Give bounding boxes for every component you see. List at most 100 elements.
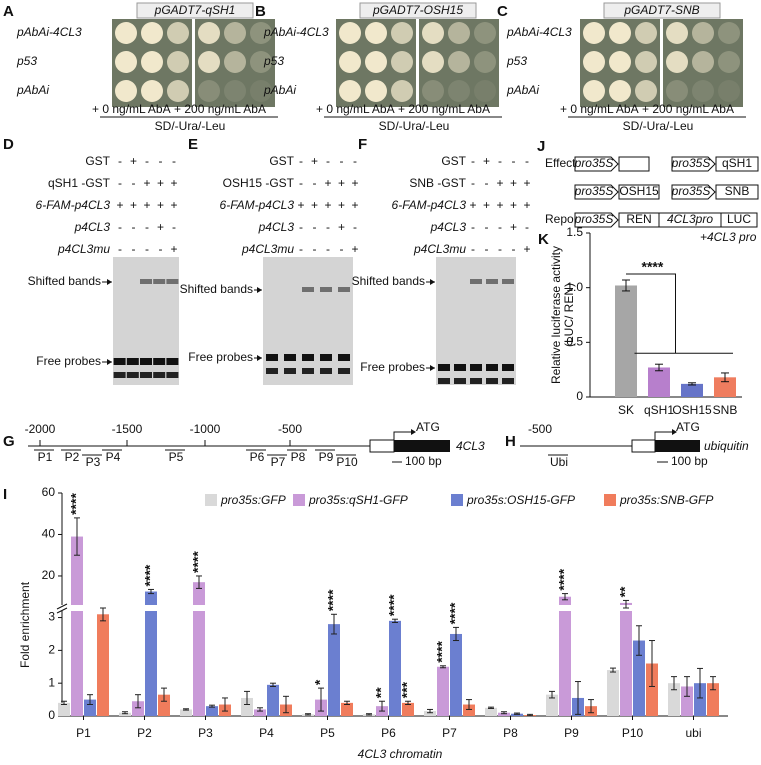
row-label: p4CL3 <box>430 220 467 234</box>
free-band <box>166 358 179 365</box>
significance: * <box>312 679 328 685</box>
sign: + <box>130 154 137 168</box>
sign: - <box>340 154 344 168</box>
x-tick-label: P4 <box>259 726 274 740</box>
colony <box>141 80 163 102</box>
sign: + <box>311 198 318 212</box>
sign: - <box>471 242 475 256</box>
significance: **** <box>68 493 84 515</box>
sign: - <box>159 242 163 256</box>
row-label: qSH1 -GST <box>48 176 111 190</box>
sign: - <box>326 154 330 168</box>
colony <box>115 22 137 44</box>
row-label: 6-FAM-p4CL3 <box>220 198 295 212</box>
arrow-head <box>257 355 262 361</box>
sign: + <box>351 198 358 212</box>
colony <box>609 80 631 102</box>
sign: - <box>118 220 122 234</box>
scale: 100 bp <box>671 454 708 468</box>
sign: + <box>130 198 137 212</box>
shifted-label: Shifted bands <box>28 274 101 288</box>
x-tick-label: P3 <box>198 726 213 740</box>
gene: ubiquitin <box>704 439 749 453</box>
sign: + <box>496 198 503 212</box>
colony <box>718 22 740 44</box>
colony <box>474 51 496 73</box>
colony <box>666 51 688 73</box>
sign: + <box>157 220 164 234</box>
colony <box>141 51 163 73</box>
fragment-label: P8 <box>291 450 306 464</box>
bar <box>119 712 131 716</box>
sign: + <box>157 176 164 190</box>
colony <box>635 22 657 44</box>
position: -2000 <box>25 422 56 436</box>
colony <box>448 51 470 73</box>
gene: OSH15 <box>619 184 659 198</box>
fragment-label: P2 <box>65 450 80 464</box>
sign: - <box>172 154 176 168</box>
legend-label: pro35s:qSH1-GFP <box>308 493 408 507</box>
x-tick-label: P6 <box>381 726 396 740</box>
x-tick-label: ubi <box>685 726 701 740</box>
promoter: pro35S <box>574 184 614 198</box>
arrow-head <box>430 365 435 371</box>
sign: + <box>523 198 530 212</box>
bar <box>485 707 497 716</box>
sign: + <box>143 176 150 190</box>
sign: - <box>132 220 136 234</box>
colony <box>167 51 189 73</box>
sign: + <box>510 176 517 190</box>
legend-label: pro35s:OSH15-GFP <box>466 493 575 507</box>
free-band <box>338 354 350 361</box>
bar <box>424 711 436 716</box>
condition: + 0 ng/mL AbA <box>560 102 639 116</box>
colony <box>391 51 413 73</box>
colony <box>583 22 605 44</box>
bar <box>615 285 637 397</box>
sign: + <box>297 198 304 212</box>
colony <box>198 80 220 102</box>
row-label: p53 <box>16 54 37 68</box>
row-label: p4CL3mu <box>241 242 294 256</box>
gene: qSH1 <box>722 156 752 170</box>
colony <box>422 22 444 44</box>
bar <box>646 663 658 716</box>
free-band <box>113 358 126 365</box>
panel-label: D <box>3 136 14 153</box>
legend-swatch <box>293 494 305 506</box>
sign: - <box>132 242 136 256</box>
significance: ** <box>373 687 389 698</box>
axis-break <box>56 603 68 614</box>
shifted-label: Shifted bands <box>180 282 253 296</box>
panel-label: C <box>497 3 508 20</box>
shifted-band <box>153 279 166 284</box>
gene-box <box>715 184 759 200</box>
condition: + 200 ng/mL AbA <box>174 102 266 116</box>
y-tick-label: 1.0 <box>566 280 583 294</box>
legend-swatch <box>205 494 217 506</box>
colony <box>718 80 740 102</box>
sign: + <box>157 198 164 212</box>
colony <box>718 51 740 73</box>
row-label: GST <box>441 154 466 168</box>
bar <box>633 640 645 716</box>
colony <box>692 80 714 102</box>
fragment-label: P1 <box>38 450 53 464</box>
sign: - <box>299 242 303 256</box>
gel <box>263 257 353 385</box>
bar <box>402 702 414 716</box>
sign: - <box>145 154 149 168</box>
colony <box>339 22 361 44</box>
row-label: p53 <box>506 54 527 68</box>
panel-label: A <box>3 3 14 20</box>
free-band <box>113 372 126 378</box>
condition: + 0 ng/mL AbA <box>92 102 171 116</box>
colony <box>391 80 413 102</box>
row-label: pAbAi-4CL3 <box>263 25 329 39</box>
y-tick-label: 3 <box>48 610 55 624</box>
panel-label: E <box>188 136 198 153</box>
free-band <box>126 372 139 378</box>
legend-label: pro35s:SNB-GFP <box>619 493 713 507</box>
